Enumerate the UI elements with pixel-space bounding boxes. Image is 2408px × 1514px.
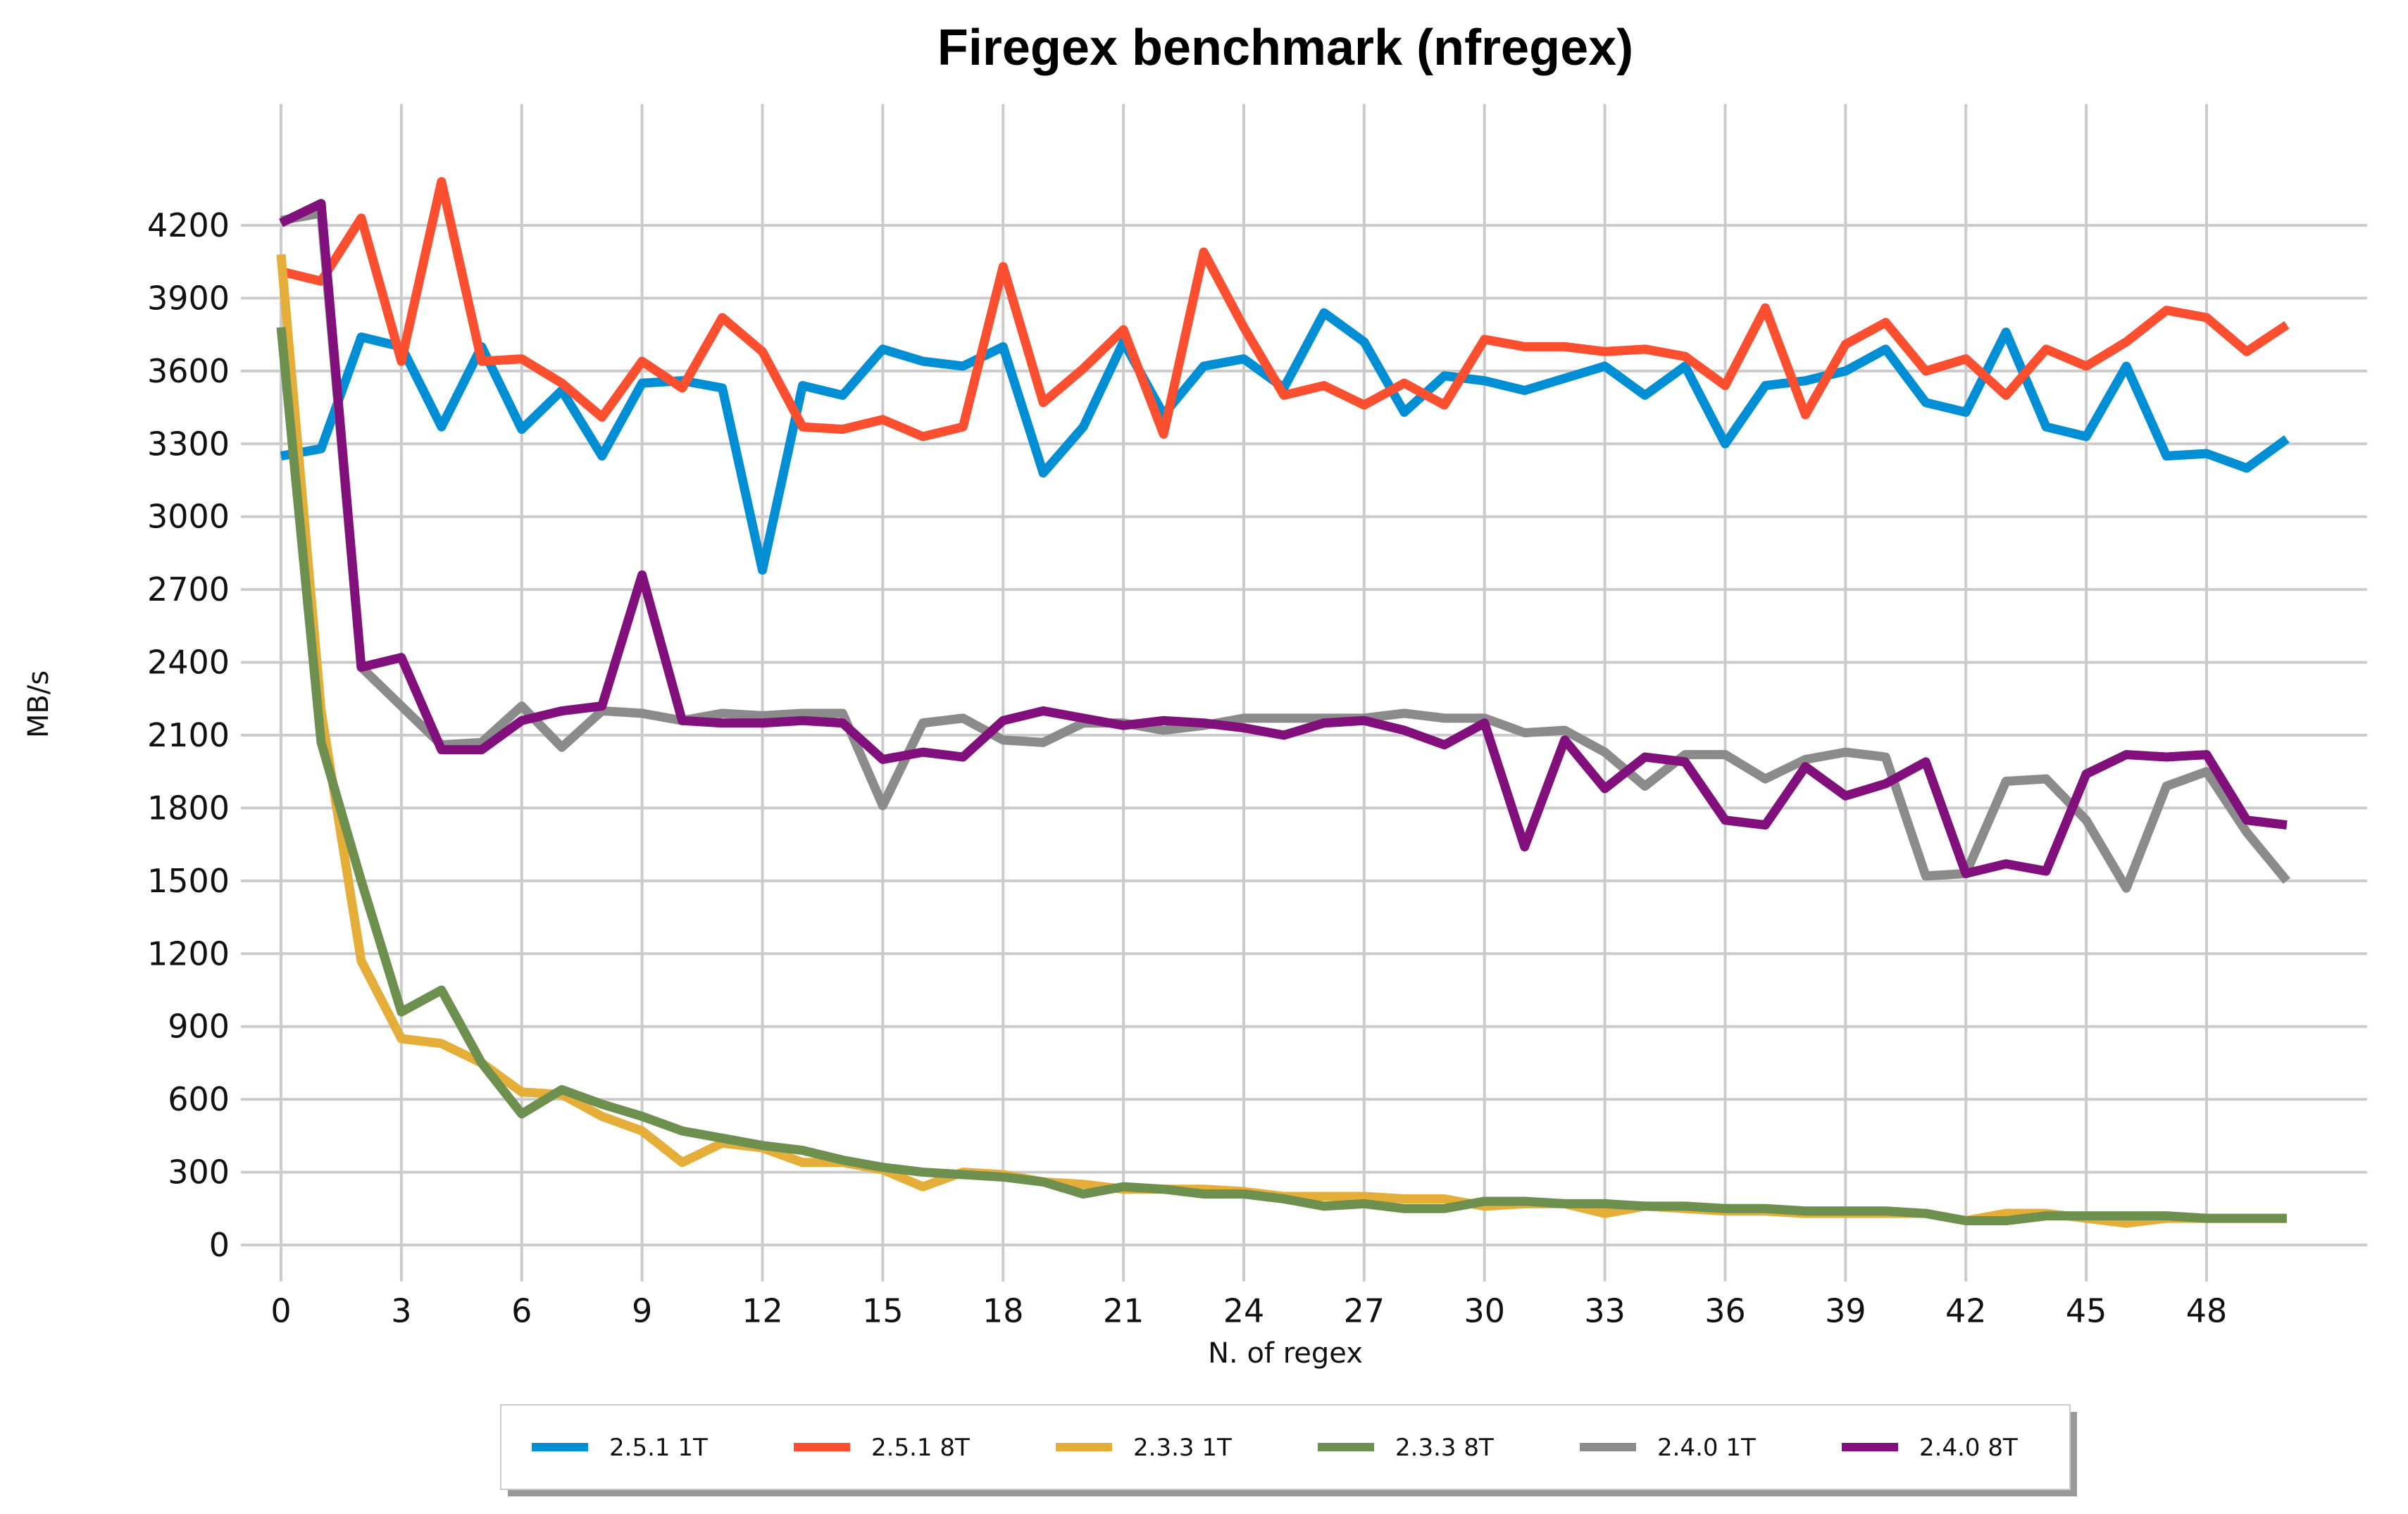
x-axis-label: N. of regex [1208, 1337, 1363, 1370]
legend-label: 2.5.1 8T [871, 1434, 970, 1462]
x-tick-label: 12 [742, 1292, 783, 1330]
x-tick-label: 33 [1584, 1292, 1626, 1330]
x-tick-label: 3 [391, 1292, 411, 1330]
x-tick-label: 45 [2066, 1292, 2107, 1330]
x-tick-label: 39 [1825, 1292, 1866, 1330]
y-tick-label: 2100 [147, 716, 230, 754]
y-tick-label: 1500 [147, 862, 230, 900]
grid [241, 104, 2367, 1282]
tick-labels: 0 3 6 9 12 15 18 21 24 27 30 33 36 39 42 45 480300600900… [147, 206, 2227, 1330]
x-tick-label: 0 [270, 1292, 291, 1330]
x-tick-label: 36 [1704, 1292, 1746, 1330]
y-tick-label: 900 [168, 1008, 230, 1046]
chart-title: Firegex benchmark (nfregex) [937, 20, 1633, 76]
x-tick-label: 21 [1103, 1292, 1144, 1330]
x-tick-label: 30 [1464, 1292, 1505, 1330]
x-tick-label: 27 [1344, 1292, 1385, 1330]
x-tick-label: 6 [511, 1292, 532, 1330]
series-line-2-3-3-8t [276, 327, 2287, 1226]
y-tick-label: 600 [168, 1080, 230, 1118]
series-line-2-4-0-8t [279, 199, 2288, 879]
legend-label: 2.5.1 1T [609, 1434, 708, 1462]
x-tick-label: 9 [632, 1292, 652, 1330]
series-line-2-4-0-1t [280, 208, 2290, 893]
y-tick-label: 0 [209, 1226, 230, 1264]
legend-label: 2.4.0 1T [1657, 1434, 1756, 1462]
y-tick-label: 3900 [147, 279, 230, 317]
series-line-2-5-1-1t [280, 308, 2290, 575]
y-tick-label: 1200 [147, 934, 230, 972]
y-axis-label: MB/s [23, 670, 55, 738]
y-tick-label: 2700 [147, 570, 230, 608]
y-tick-label: 3600 [147, 352, 230, 390]
legend-box [500, 1404, 2071, 1490]
x-tick-label: 24 [1223, 1292, 1265, 1330]
y-tick-label: 4200 [147, 206, 230, 244]
series-lines [276, 177, 2290, 1228]
y-tick-label: 3000 [147, 498, 230, 536]
y-tick-label: 1800 [147, 789, 230, 827]
legend-label: 2.3.3 8T [1395, 1434, 1494, 1462]
legend-label: 2.4.0 8T [1919, 1434, 2018, 1462]
y-tick-label: 300 [168, 1153, 230, 1191]
y-tick-label: 3300 [147, 425, 230, 463]
legend: 2.5.1 1T 2.5.1 8T 2.3.3 1T 2.3.3 8T 2.4.0 1T… [500, 1404, 2077, 1496]
x-tick-label: 48 [2186, 1292, 2228, 1330]
legend-label: 2.3.3 1T [1133, 1434, 1232, 1462]
x-tick-label: 18 [982, 1292, 1024, 1330]
x-tick-label: 42 [1945, 1292, 1987, 1330]
y-tick-label: 2400 [147, 644, 230, 682]
series-line-2-5-1-8t [280, 177, 2290, 442]
x-tick-label: 15 [862, 1292, 904, 1330]
